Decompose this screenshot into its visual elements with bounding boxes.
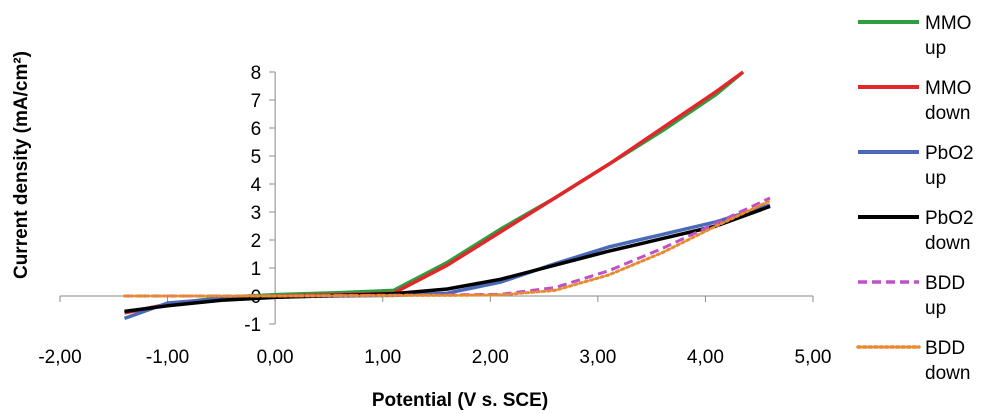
- y-tick-label: 3: [251, 203, 262, 224]
- legend-label: down: [925, 363, 970, 384]
- x-tick-label: 5,00: [795, 347, 832, 368]
- series-line-mmo-up: [124, 70, 745, 315]
- legend-label: BDD: [925, 273, 965, 294]
- ticks: -2,00 -1,00 0,00 1,00 2,00 3,00 4,00 5,00-10123…: [38, 63, 831, 368]
- x-tick-label: 3,00: [579, 347, 616, 368]
- x-tick-label: 4,00: [687, 347, 724, 368]
- y-tick-label: 4: [251, 175, 262, 196]
- x-axis-title: Potential (V s. SCE): [372, 390, 548, 411]
- series-line-pbo2-down: [124, 204, 771, 314]
- legend-label: PbO2: [925, 143, 974, 164]
- legend-label: MMO: [925, 13, 971, 34]
- x-tick-label: -1,00: [146, 347, 189, 368]
- legend-label: BDD: [925, 338, 965, 359]
- y-axis-title: Current density (mA/cm²): [11, 51, 32, 279]
- series-layer: [123, 70, 772, 321]
- y-tick-label: 7: [251, 91, 262, 112]
- x-tick-label: 2,00: [472, 347, 509, 368]
- legend-label: up: [925, 38, 946, 59]
- x-tick-label: 0,00: [257, 347, 294, 368]
- x-tick-label: -2,00: [38, 347, 81, 368]
- y-tick-label: 2: [251, 231, 262, 252]
- y-tick-label: -1: [244, 315, 261, 336]
- legend-label: PbO2: [925, 208, 974, 229]
- legend-label: down: [925, 103, 970, 124]
- x-tick-label: 1,00: [364, 347, 401, 368]
- series-line-bdd-down: [123, 199, 772, 298]
- y-tick-label: 6: [251, 119, 262, 140]
- axes: [60, 72, 813, 324]
- y-tick-label: 1: [251, 259, 262, 280]
- legend-label: up: [925, 298, 946, 319]
- legend: MMO up MMO down PbO2 up PbO2 down BDD up BDD down: [856, 13, 974, 384]
- y-tick-label: 5: [251, 147, 262, 168]
- legend-label: down: [925, 233, 970, 254]
- series-line-mmo-down: [124, 70, 745, 315]
- legend-label: MMO: [925, 78, 971, 99]
- legend-label: up: [925, 168, 946, 189]
- y-tick-label: 8: [251, 63, 262, 84]
